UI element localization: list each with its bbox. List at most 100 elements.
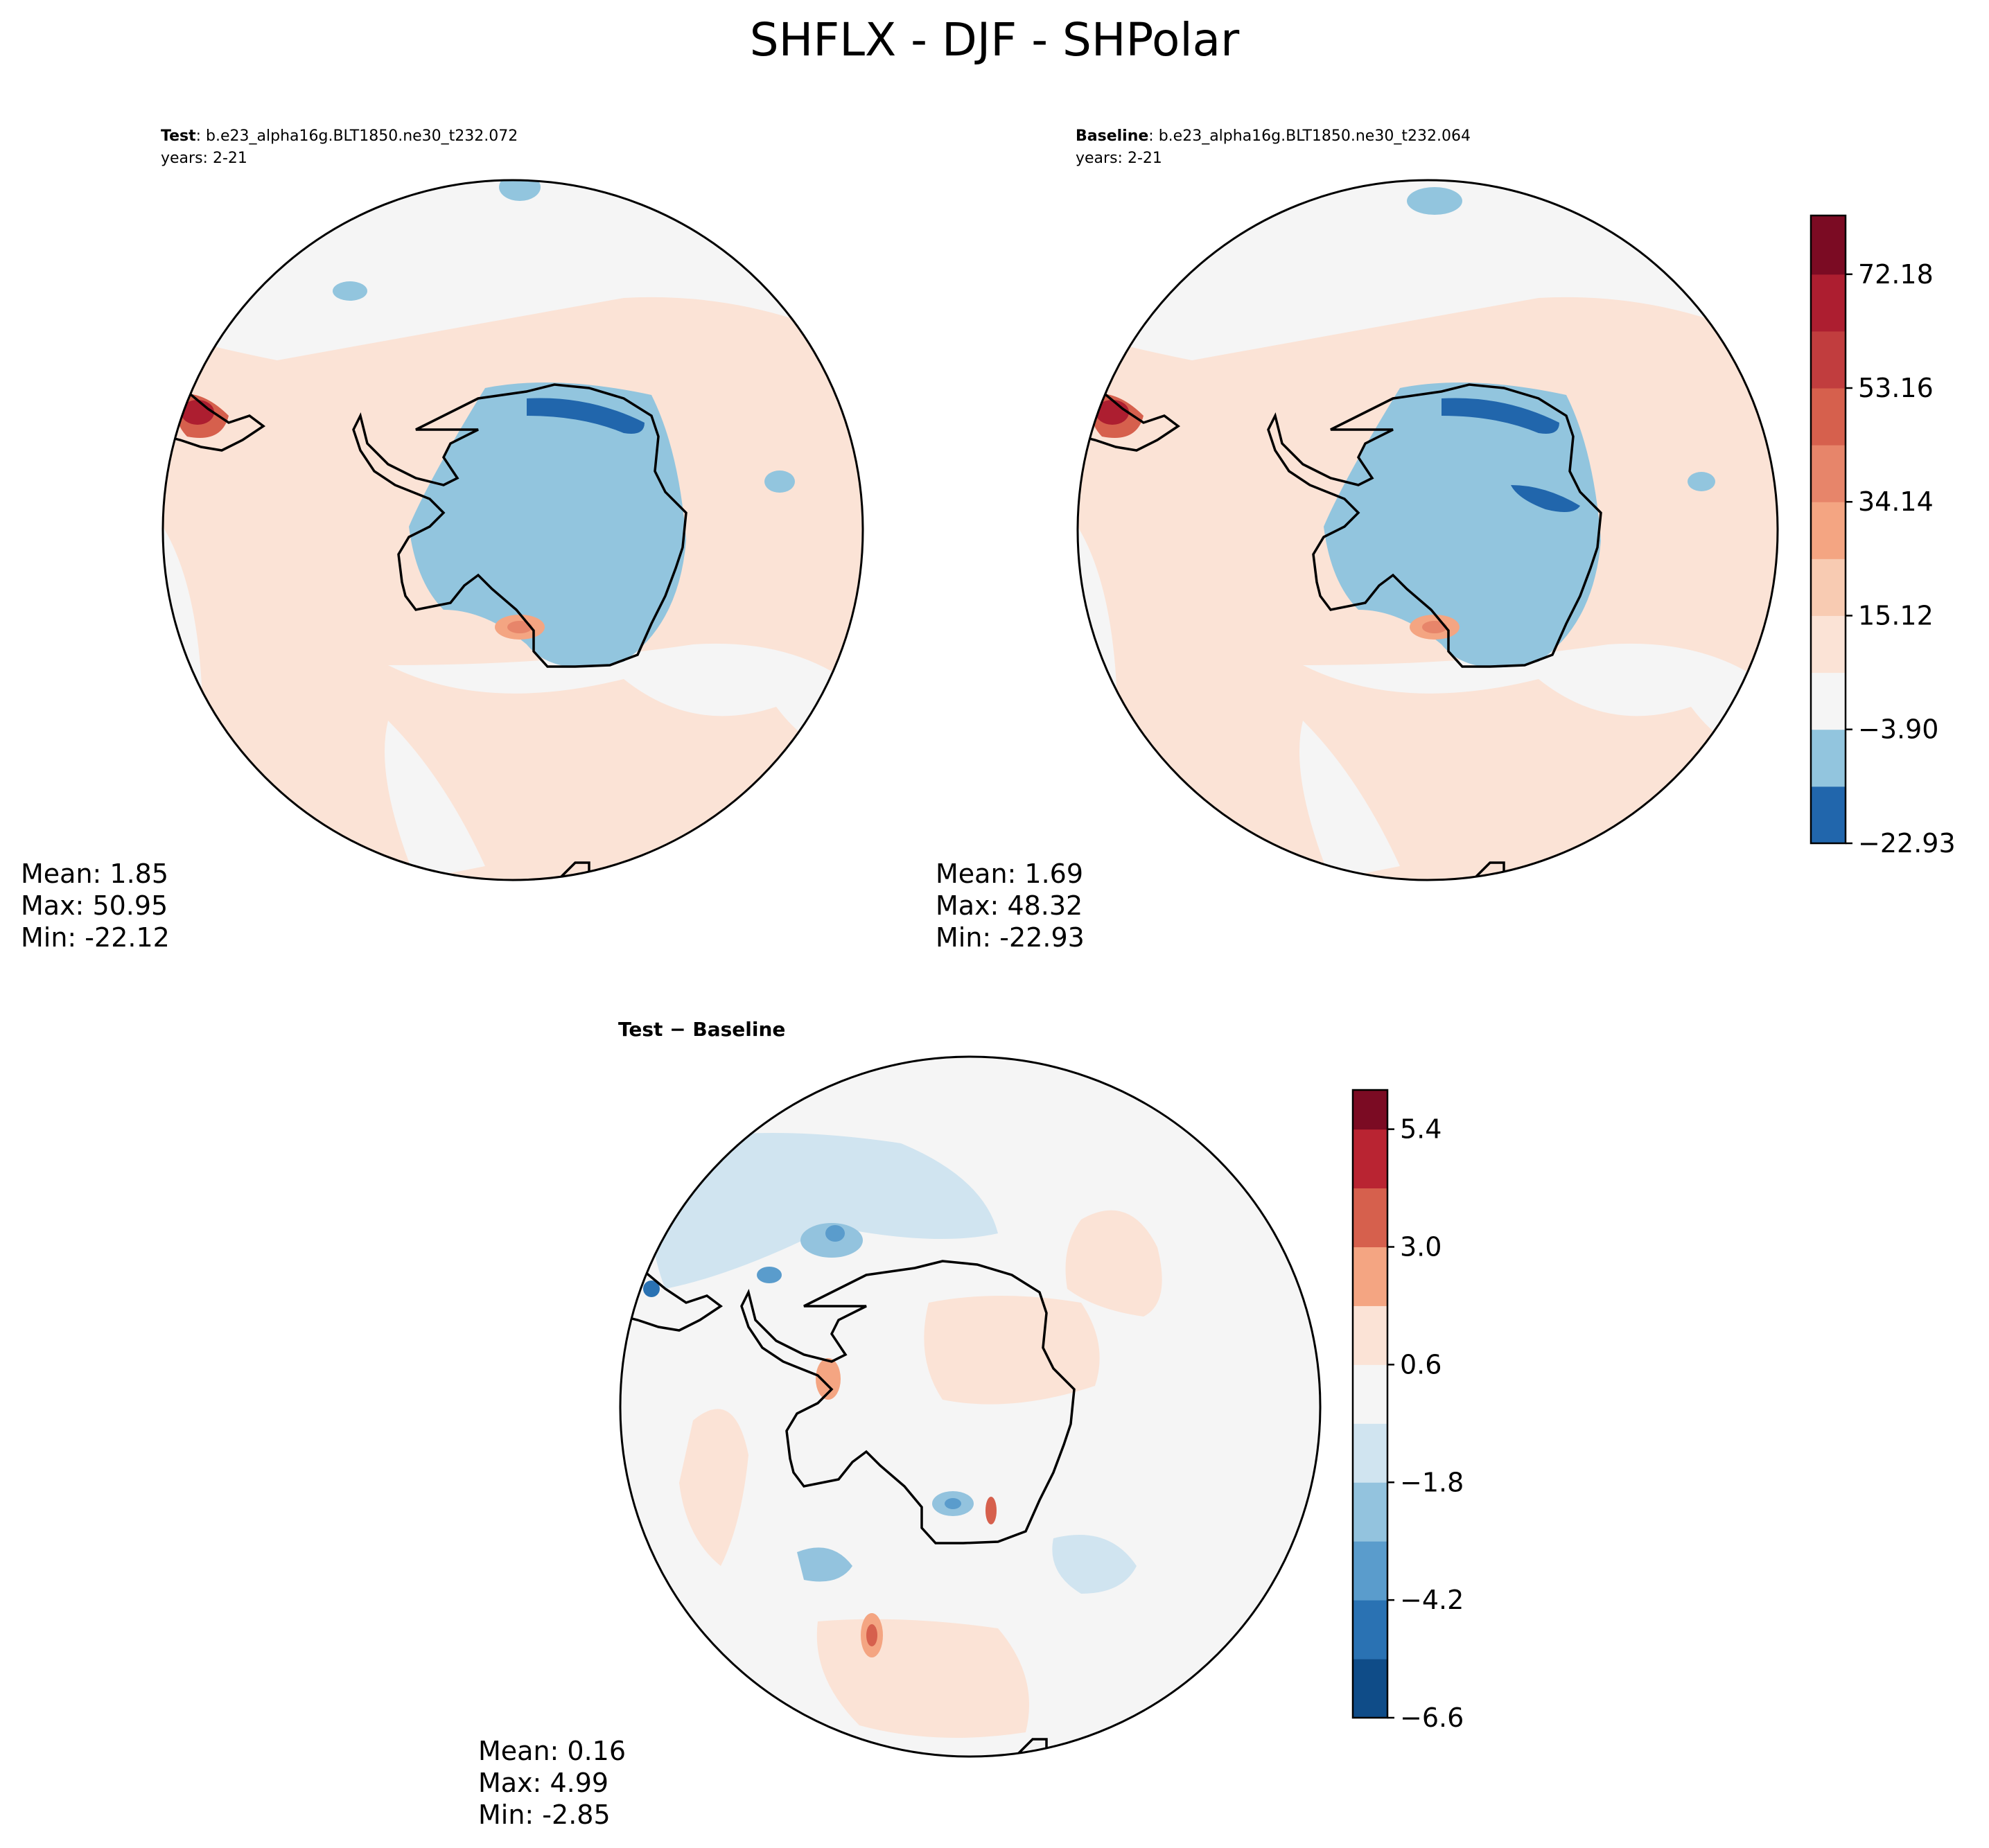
diff-warm-spot: [866, 1624, 877, 1646]
diff-warm-spot: [816, 1358, 841, 1400]
diff-map-boundary: [619, 1055, 1322, 1758]
baseline-antarctica-strong-cold: [1442, 398, 1559, 434]
baseline-coastline-africa: [1475, 861, 1505, 878]
cbar-main-segment: [1811, 672, 1846, 730]
panel-test-label: Test: [161, 127, 196, 145]
cbar-diff-segment: [1353, 1364, 1387, 1424]
diff-cool-spot: [797, 1547, 852, 1582]
test-cold-patch: [764, 470, 795, 493]
cbar-diff-tick-label: −6.6: [1400, 1702, 1464, 1733]
diff-coastline: [740, 1260, 1076, 1545]
cbar-main-segment: [1811, 331, 1846, 389]
baseline-coastline-south-america: [1080, 387, 1181, 452]
baseline-stat-max: Max: 48.32: [936, 890, 1083, 921]
cbar-main-tick-label: 34.14: [1858, 486, 1934, 517]
panel-baseline-years: years: 2-21: [1076, 150, 1162, 167]
diff-stat-mean: Mean: 0.16: [478, 1736, 626, 1766]
cbar-main-segment: [1811, 558, 1846, 616]
cbar-main-segment: [1811, 502, 1846, 559]
test-coastline: [352, 383, 687, 668]
panel-baseline-label: Baseline: [1076, 127, 1148, 145]
test-neutral-south: [385, 721, 485, 880]
cbar-main-tick-label: 53.16: [1858, 373, 1934, 403]
test-coastline-south-america: [166, 387, 266, 452]
diff-coastline-south-america: [623, 1267, 724, 1332]
test-antarctica-cold: [409, 382, 686, 668]
cbar-diff-segment: [1353, 1482, 1387, 1542]
cbar-diff-segment: [1353, 1090, 1387, 1130]
baseline-coastline: [1267, 383, 1602, 668]
baseline-neutral-south: [1299, 721, 1400, 880]
test-stat-max: Max: 50.95: [21, 890, 168, 921]
cbar-diff-segment: [1353, 1600, 1387, 1660]
cbar-main-segment: [1811, 215, 1846, 275]
baseline-cold-patch: [1407, 187, 1462, 215]
cbar-main-tick-label: −22.93: [1858, 828, 1956, 859]
test-coastline-africa: [560, 861, 590, 878]
diff-warm-region: [679, 1409, 748, 1566]
diff-coastline-africa: [1017, 1738, 1048, 1754]
baseline-stat-mean: Mean: 1.69: [936, 859, 1083, 889]
test-neutral-east: [388, 643, 863, 751]
cbar-diff-tick-label: 3.0: [1400, 1232, 1442, 1262]
cbar-diff-tick-label: 0.6: [1400, 1349, 1442, 1380]
baseline-map-field: [1078, 180, 1778, 880]
cbar-diff-segment: [1353, 1659, 1387, 1718]
diff-warm-region: [924, 1296, 1100, 1405]
diff-warm-region: [1065, 1210, 1162, 1317]
baseline-antarctica-cold: [1324, 382, 1601, 668]
diff-warm-spot: [985, 1497, 997, 1524]
test-map-field: [163, 180, 863, 880]
diff-map-field: [620, 1057, 1320, 1757]
diff-stat-max: Max: 4.99: [478, 1768, 608, 1798]
colorbar-main: 72.18 53.16 34.14 15.12 −3.90 −22.93: [1810, 214, 1956, 859]
cbar-main-segment: [1811, 388, 1846, 446]
test-map-boundary: [161, 179, 864, 881]
cbar-diff-segment: [1353, 1129, 1387, 1189]
panel-test-years: years: 2-21: [161, 150, 247, 167]
cbar-main-frame: [1810, 214, 1847, 845]
baseline-antarctica-strong-cold: [1511, 485, 1580, 512]
cbar-diff-segment: [1353, 1541, 1387, 1601]
cbar-main-tick-label: −3.90: [1858, 714, 1938, 745]
diff-cool-spot: [945, 1498, 961, 1509]
panel-baseline: Baseline: b.e23_alpha16g.BLT1850.ne30_t2…: [936, 127, 1779, 953]
cbar-main-tick-label: 72.18: [1858, 259, 1934, 290]
cbar-diff-tick-label: −4.2: [1400, 1585, 1464, 1615]
svg-text:Baseline: b.e23_alpha16g.BLT18: Baseline: b.e23_alpha16g.BLT1850.ne30_t2…: [1076, 127, 1471, 145]
diff-cool-spot: [825, 1225, 845, 1242]
diff-cool-spot: [643, 1281, 660, 1297]
baseline-neutral-east: [1303, 643, 1778, 751]
cbar-main-segment: [1811, 615, 1846, 674]
test-antarctica-strong-cold: [527, 398, 645, 434]
cbar-main-segment: [1811, 445, 1846, 502]
baseline-stat-min: Min: -22.93: [936, 922, 1085, 953]
cbar-main-segment: [1811, 274, 1846, 332]
cbar-main-tick-label: 15.12: [1858, 600, 1934, 631]
test-stat-min: Min: -22.12: [21, 922, 170, 953]
cbar-main-segment: [1811, 729, 1846, 787]
baseline-warm-spot: [1422, 621, 1447, 633]
test-cold-patch: [333, 281, 367, 301]
cbar-diff-tick-label: −1.8: [1400, 1467, 1464, 1497]
diff-cool-region: [651, 1133, 998, 1289]
panel-test-case: : b.e23_alpha16g.BLT1850.ne30_t232.072: [196, 127, 518, 145]
diff-cool-region: [1052, 1535, 1137, 1594]
baseline-cold-patch: [1688, 472, 1715, 491]
diff-cool-spot: [757, 1267, 782, 1283]
panel-baseline-case: : b.e23_alpha16g.BLT1850.ne30_t232.064: [1148, 127, 1471, 145]
colorbar-diff: 5.4 3.0 0.6 −1.8 −4.2 −6.6: [1351, 1089, 1464, 1733]
baseline-map-boundary: [1076, 179, 1779, 881]
cbar-main-segment: [1811, 786, 1846, 844]
svg-text:Test: b.e23_alpha16g.BLT1850.n: Test: b.e23_alpha16g.BLT1850.ne30_t232.0…: [161, 127, 518, 145]
cbar-diff-segment: [1353, 1305, 1387, 1365]
panel-diff: Test − Baseline Mean: 0.16: [478, 1018, 1322, 1830]
panel-test: Test: b.e23_alpha16g.BLT1850.ne30_t232.0…: [21, 127, 864, 953]
cbar-diff-tick-label: 5.4: [1400, 1114, 1442, 1145]
test-warm-spot: [507, 621, 532, 633]
diff-stat-min: Min: -2.85: [478, 1799, 611, 1830]
test-cold-patch: [499, 180, 541, 201]
cbar-diff-segment: [1353, 1423, 1387, 1483]
cbar-diff-segment: [1353, 1247, 1387, 1306]
